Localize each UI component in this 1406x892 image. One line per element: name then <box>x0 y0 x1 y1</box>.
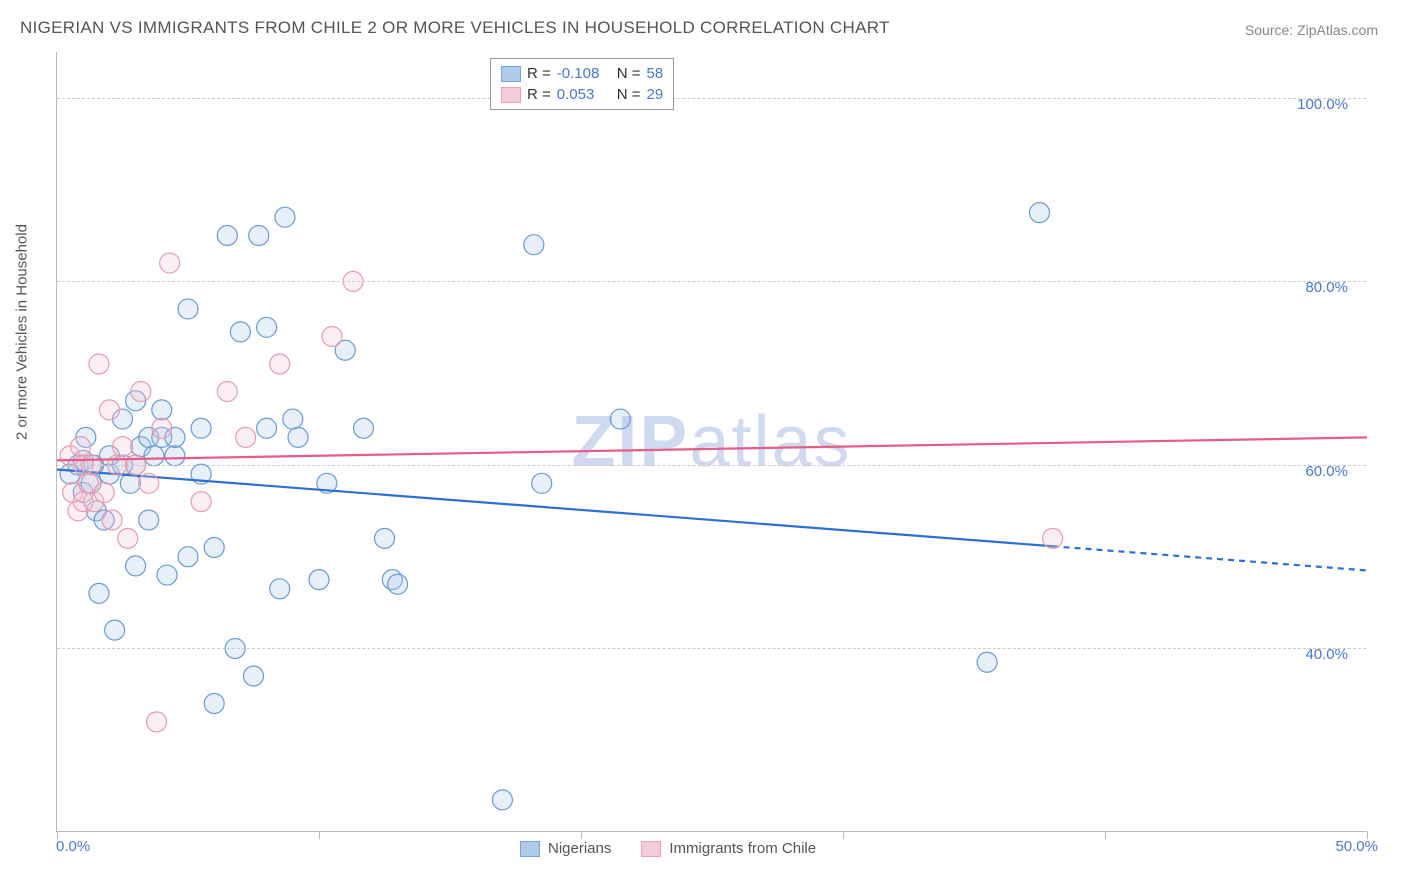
source-site: ZipAtlas.com <box>1297 22 1378 38</box>
legend-stats: R = -0.108 N = 58 R = 0.053 N = 29 <box>490 58 674 110</box>
y-tick-label: 60.0% <box>1305 463 1348 480</box>
data-point <box>94 482 114 502</box>
y-tick-label: 100.0% <box>1297 96 1348 113</box>
data-point <box>354 418 374 438</box>
gridline <box>57 648 1366 649</box>
data-point <box>178 547 198 567</box>
x-tick <box>319 831 320 839</box>
data-point <box>89 583 109 603</box>
x-tick-label-max: 50.0% <box>1335 838 1378 855</box>
data-point <box>249 226 269 246</box>
data-point <box>152 400 172 420</box>
legend-swatch <box>501 66 521 82</box>
data-point <box>160 253 180 273</box>
data-point <box>105 620 125 640</box>
data-point <box>89 354 109 374</box>
data-point <box>102 510 122 530</box>
data-point <box>257 418 277 438</box>
data-point <box>71 437 91 457</box>
data-point <box>492 790 512 810</box>
legend-r-value: 0.053 <box>557 86 611 103</box>
legend-n-label: N = <box>617 86 641 103</box>
data-point <box>139 473 159 493</box>
legend-series-item: Immigrants from Chile <box>641 840 816 857</box>
legend-r-value: -0.108 <box>557 65 611 82</box>
data-point <box>283 409 303 429</box>
data-point <box>1030 203 1050 223</box>
data-point <box>257 317 277 337</box>
legend-swatch <box>501 87 521 103</box>
data-point <box>1043 528 1063 548</box>
data-point <box>144 446 164 466</box>
data-point <box>610 409 630 429</box>
source-label: Source: <box>1245 22 1293 38</box>
x-tick <box>843 831 844 839</box>
legend-stats-row: R = -0.108 N = 58 <box>501 63 663 84</box>
y-tick-label: 80.0% <box>1305 279 1348 296</box>
x-tick-label-min: 0.0% <box>56 838 90 855</box>
data-point <box>375 528 395 548</box>
legend-n-value: 58 <box>647 65 664 82</box>
data-point <box>178 299 198 319</box>
data-point <box>204 538 224 558</box>
data-point <box>322 326 342 346</box>
data-point <box>139 510 159 530</box>
trend-line-dashed <box>1053 546 1367 570</box>
data-point <box>113 437 133 457</box>
data-point <box>388 574 408 594</box>
x-tick <box>1105 831 1106 839</box>
legend-n-label: N = <box>617 65 641 82</box>
y-axis-label: 2 or more Vehicles in Household <box>14 224 31 440</box>
data-point <box>309 570 329 590</box>
legend-series: Nigerians Immigrants from Chile <box>520 840 816 857</box>
data-point <box>288 427 308 447</box>
data-point <box>157 565 177 585</box>
data-point <box>147 712 167 732</box>
legend-swatch <box>641 841 661 857</box>
legend-stats-row: R = 0.053 N = 29 <box>501 84 663 105</box>
legend-series-label: Immigrants from Chile <box>669 840 816 857</box>
data-point <box>270 354 290 374</box>
data-point <box>152 418 172 438</box>
source-attribution: Source: ZipAtlas.com <box>1245 22 1378 38</box>
legend-swatch <box>520 841 540 857</box>
data-point <box>118 528 138 548</box>
data-point <box>977 652 997 672</box>
scatter-svg <box>57 52 1366 831</box>
data-point <box>524 235 544 255</box>
data-point <box>270 579 290 599</box>
chart-title: NIGERIAN VS IMMIGRANTS FROM CHILE 2 OR M… <box>20 18 890 38</box>
data-point <box>191 418 211 438</box>
gridline <box>57 281 1366 282</box>
data-point <box>244 666 264 686</box>
legend-series-item: Nigerians <box>520 840 611 857</box>
legend-n-value: 29 <box>647 86 664 103</box>
x-tick <box>581 831 582 839</box>
data-point <box>217 226 237 246</box>
legend-series-label: Nigerians <box>548 840 611 857</box>
data-point <box>217 382 237 402</box>
legend-r-label: R = <box>527 86 551 103</box>
data-point <box>532 473 552 493</box>
gridline <box>57 98 1366 99</box>
legend-r-label: R = <box>527 65 551 82</box>
gridline <box>57 465 1366 466</box>
data-point <box>275 207 295 227</box>
data-point <box>165 446 185 466</box>
data-point <box>131 382 151 402</box>
data-point <box>126 556 146 576</box>
y-tick-label: 40.0% <box>1305 646 1348 663</box>
data-point <box>99 400 119 420</box>
plot-area: ZIPatlas 40.0%60.0%80.0%100.0% <box>56 52 1366 832</box>
data-point <box>230 322 250 342</box>
data-point <box>204 694 224 714</box>
data-point <box>236 427 256 447</box>
data-point <box>191 492 211 512</box>
